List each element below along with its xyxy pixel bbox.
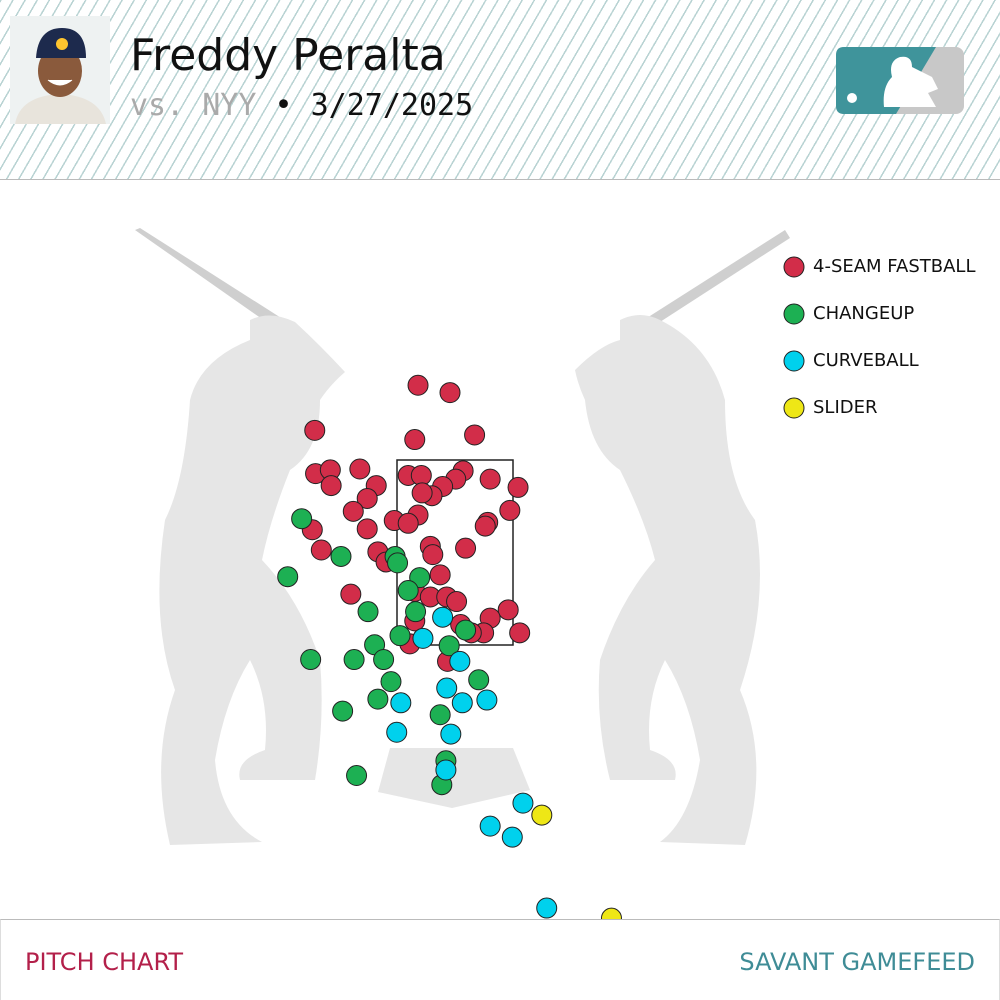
pitch (356, 487, 378, 509)
pitch (436, 677, 458, 699)
pitch (474, 515, 496, 537)
pitch (342, 500, 364, 522)
footer: PITCH CHART SAVANT GAMEFEED (0, 919, 1000, 1000)
legend-swatch (783, 303, 805, 325)
pitch (277, 566, 299, 588)
header: Freddy Peralta vs. NYY • 3/27/2025 (0, 0, 1000, 180)
pitch (349, 458, 371, 480)
pitch (411, 482, 433, 504)
pitch (451, 692, 473, 714)
pitch (509, 622, 531, 644)
pitch (455, 537, 477, 559)
pitch (346, 764, 368, 786)
pitch (435, 759, 457, 781)
pitch (536, 897, 558, 919)
pitch (497, 599, 519, 621)
pitch (455, 619, 477, 641)
pitch (373, 649, 395, 671)
pitch (479, 815, 501, 837)
pitch (531, 804, 553, 826)
legend-swatch (783, 256, 805, 278)
pitch (304, 419, 326, 441)
home-plate (378, 748, 530, 808)
legend-swatch (783, 397, 805, 419)
pitch (501, 826, 523, 848)
pitch (499, 499, 521, 521)
opponent: vs. NYY (130, 88, 257, 123)
pitch (310, 539, 332, 561)
batter-left (135, 228, 345, 845)
pitch (343, 649, 365, 671)
pitch (320, 475, 342, 497)
legend-label: SLIDER (813, 397, 878, 418)
pitch (410, 464, 432, 486)
pitch (479, 468, 501, 490)
player-photo (10, 16, 110, 124)
pitch (468, 669, 490, 691)
pitch (356, 518, 378, 540)
legend-label: CURVEBALL (813, 350, 919, 371)
pitch (380, 671, 402, 693)
pitch (407, 374, 429, 396)
footer-right[interactable]: SAVANT GAMEFEED (739, 948, 975, 976)
pitch (512, 792, 534, 814)
legend: 4-SEAM FASTBALL CHANGEUP CURVEBALL SLIDER (783, 256, 975, 419)
pitch (429, 564, 451, 586)
pitch (397, 579, 419, 601)
pitch (432, 606, 454, 628)
pitch (397, 512, 419, 534)
footer-left[interactable]: PITCH CHART (25, 948, 184, 976)
title: Freddy Peralta (130, 30, 446, 81)
pitch (507, 476, 529, 498)
pitch (438, 635, 460, 657)
legend-swatch (783, 350, 805, 372)
batter-right (575, 230, 790, 845)
pitch (390, 692, 412, 714)
pitch (446, 591, 468, 613)
subtitle: vs. NYY • 3/27/2025 (130, 88, 473, 123)
pitch (464, 424, 486, 446)
legend-label: 4-SEAM FASTBALL (813, 256, 975, 277)
pitch (389, 625, 411, 647)
pitch (300, 649, 322, 671)
pitch (404, 429, 426, 451)
pitch (439, 382, 461, 404)
pitch (405, 601, 427, 623)
pitch (330, 545, 352, 567)
pitches (277, 374, 622, 929)
pitch (412, 627, 434, 649)
pitch (476, 689, 498, 711)
date: • 3/27/2025 (274, 88, 474, 123)
pitch (340, 583, 362, 605)
legend-label: CHANGEUP (813, 303, 914, 324)
mlb-logo (836, 47, 964, 114)
pitch (429, 704, 451, 726)
pitch (440, 723, 462, 745)
pitch (422, 544, 444, 566)
pitch (386, 721, 408, 743)
pitch (291, 508, 313, 530)
pitch (387, 552, 409, 574)
pitch (367, 688, 389, 710)
pitch (332, 700, 354, 722)
pitch (449, 650, 471, 672)
pitch (357, 601, 379, 623)
